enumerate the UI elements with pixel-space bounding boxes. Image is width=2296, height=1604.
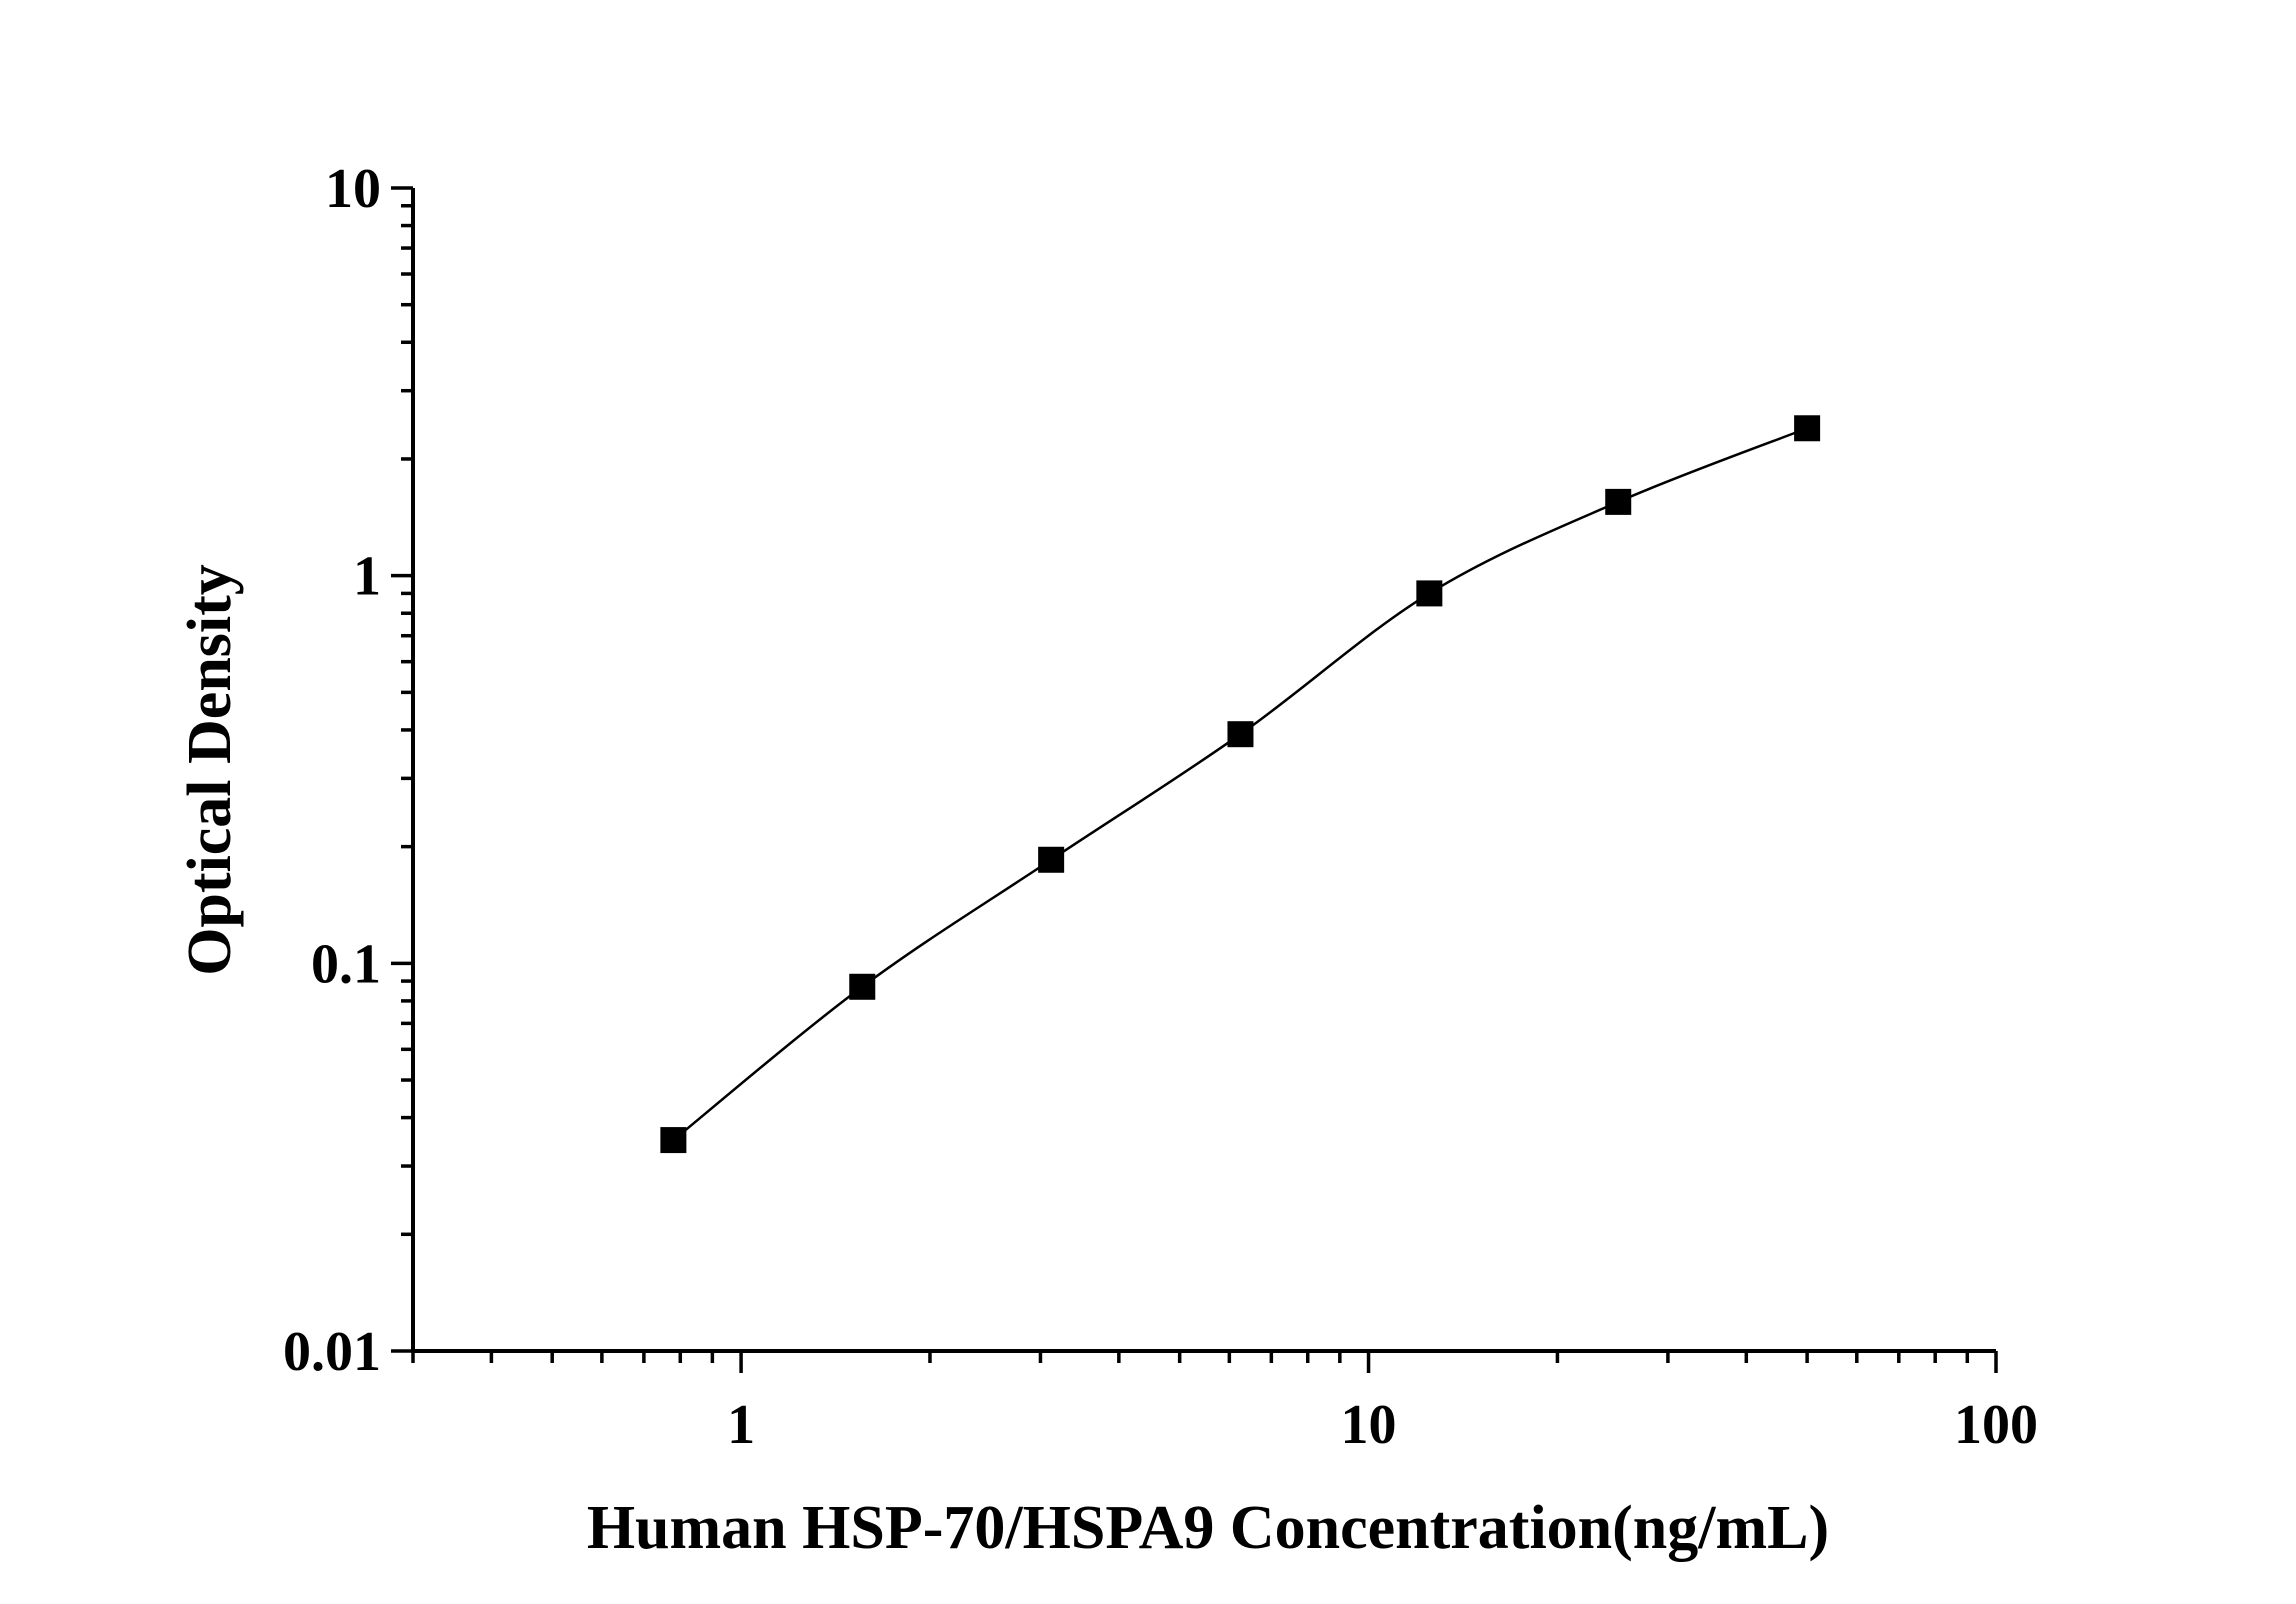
y-tick-label: 0.1 — [311, 933, 381, 995]
x-tick-label: 1 — [727, 1394, 755, 1456]
data-point — [660, 1127, 687, 1154]
data-point — [1038, 846, 1065, 873]
x-axis-title: Human HSP-70/HSPA9 Concentration(ng/mL) — [587, 1494, 1829, 1562]
x-tick-label: 10 — [1341, 1394, 1397, 1456]
x-tick-label: 100 — [1954, 1394, 2038, 1456]
data-point — [1416, 580, 1443, 607]
ticks — [391, 186, 1998, 1373]
y-axis-title: Optical Density — [176, 564, 244, 976]
y-tick-label: 1 — [353, 546, 381, 608]
y-tick-label: 10 — [325, 158, 381, 220]
data-point — [1227, 721, 1254, 748]
series-line — [672, 427, 1808, 1142]
data-point — [849, 973, 876, 1000]
axes — [411, 188, 1996, 1353]
data-points — [660, 415, 1821, 1154]
y-tick-label: 0.01 — [283, 1321, 381, 1383]
fit-curve — [672, 427, 1808, 1142]
data-point — [1794, 415, 1821, 442]
data-point — [1605, 488, 1632, 515]
tick-labels: 1 10 100 0.01 0.1 1 10 — [283, 158, 2038, 1456]
